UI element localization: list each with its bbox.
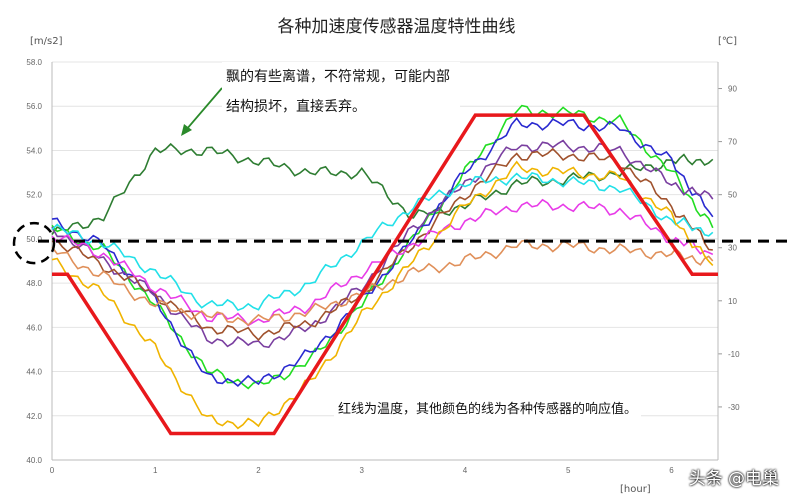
sensor-series-line bbox=[51, 160, 714, 430]
x-tick-label: 5 bbox=[566, 466, 571, 475]
y-right-tick-label: 50 bbox=[728, 191, 737, 200]
y-left-tick-label: 44.0 bbox=[26, 368, 42, 377]
y-right-tick-label: -30 bbox=[728, 403, 740, 412]
temperature-line bbox=[52, 113, 718, 436]
sensor-series-line bbox=[51, 142, 714, 235]
sensor-series-line bbox=[51, 147, 713, 342]
y-left-tick-label: 48.0 bbox=[26, 279, 42, 288]
highlight-circle bbox=[12, 221, 56, 265]
y-right-tick-label: 90 bbox=[728, 85, 737, 94]
right-axis-unit: [℃] bbox=[718, 36, 738, 47]
x-tick-label: 0 bbox=[50, 466, 55, 475]
arrow-line bbox=[185, 87, 223, 131]
x-tick-label: 2 bbox=[256, 466, 261, 475]
y-left-tick-label: 58.0 bbox=[26, 58, 42, 67]
x-tick-label: 6 bbox=[669, 466, 674, 475]
sensor-series-line bbox=[51, 171, 714, 312]
y-right-tick-label: 70 bbox=[728, 138, 737, 147]
sensor-series-line bbox=[51, 116, 714, 387]
chart-title: 各种加速度传感器温度特性曲线 bbox=[277, 17, 516, 37]
y-right-tick-label: 30 bbox=[728, 244, 737, 253]
y-left-tick-label: 50.0 bbox=[26, 235, 42, 244]
y-left-tick-label: 40.0 bbox=[26, 456, 42, 465]
sensor-series-line bbox=[51, 239, 714, 327]
x-tick-label: 3 bbox=[360, 466, 365, 475]
left-axis-unit: [m/s2] bbox=[30, 36, 63, 47]
arrow-head bbox=[181, 124, 192, 136]
y-left-tick-label: 46.0 bbox=[26, 323, 42, 332]
y-left-tick-label: 56.0 bbox=[26, 102, 42, 111]
x-tick-label: 1 bbox=[153, 466, 158, 475]
y-left-tick-label: 54.0 bbox=[26, 146, 42, 155]
sensor-series-line bbox=[51, 104, 714, 390]
x-axis-unit: [hour] bbox=[620, 484, 651, 495]
legend-annotation: 红线为温度，其他颜色的线为各种传感器的响应值。 bbox=[334, 395, 642, 425]
x-tick-label: 4 bbox=[463, 466, 468, 475]
y-left-tick-label: 42.0 bbox=[26, 412, 42, 421]
watermark: 头条 @电巢 bbox=[688, 469, 779, 489]
y-left-tick-label: 52.0 bbox=[26, 191, 42, 200]
y-right-tick-label: -10 bbox=[728, 350, 740, 359]
fault-annotation: 飘的有些离谱，不符常规，可能内部结构损坏，直接丢弃。 bbox=[222, 62, 460, 122]
y-right-tick-label: 10 bbox=[728, 297, 737, 306]
